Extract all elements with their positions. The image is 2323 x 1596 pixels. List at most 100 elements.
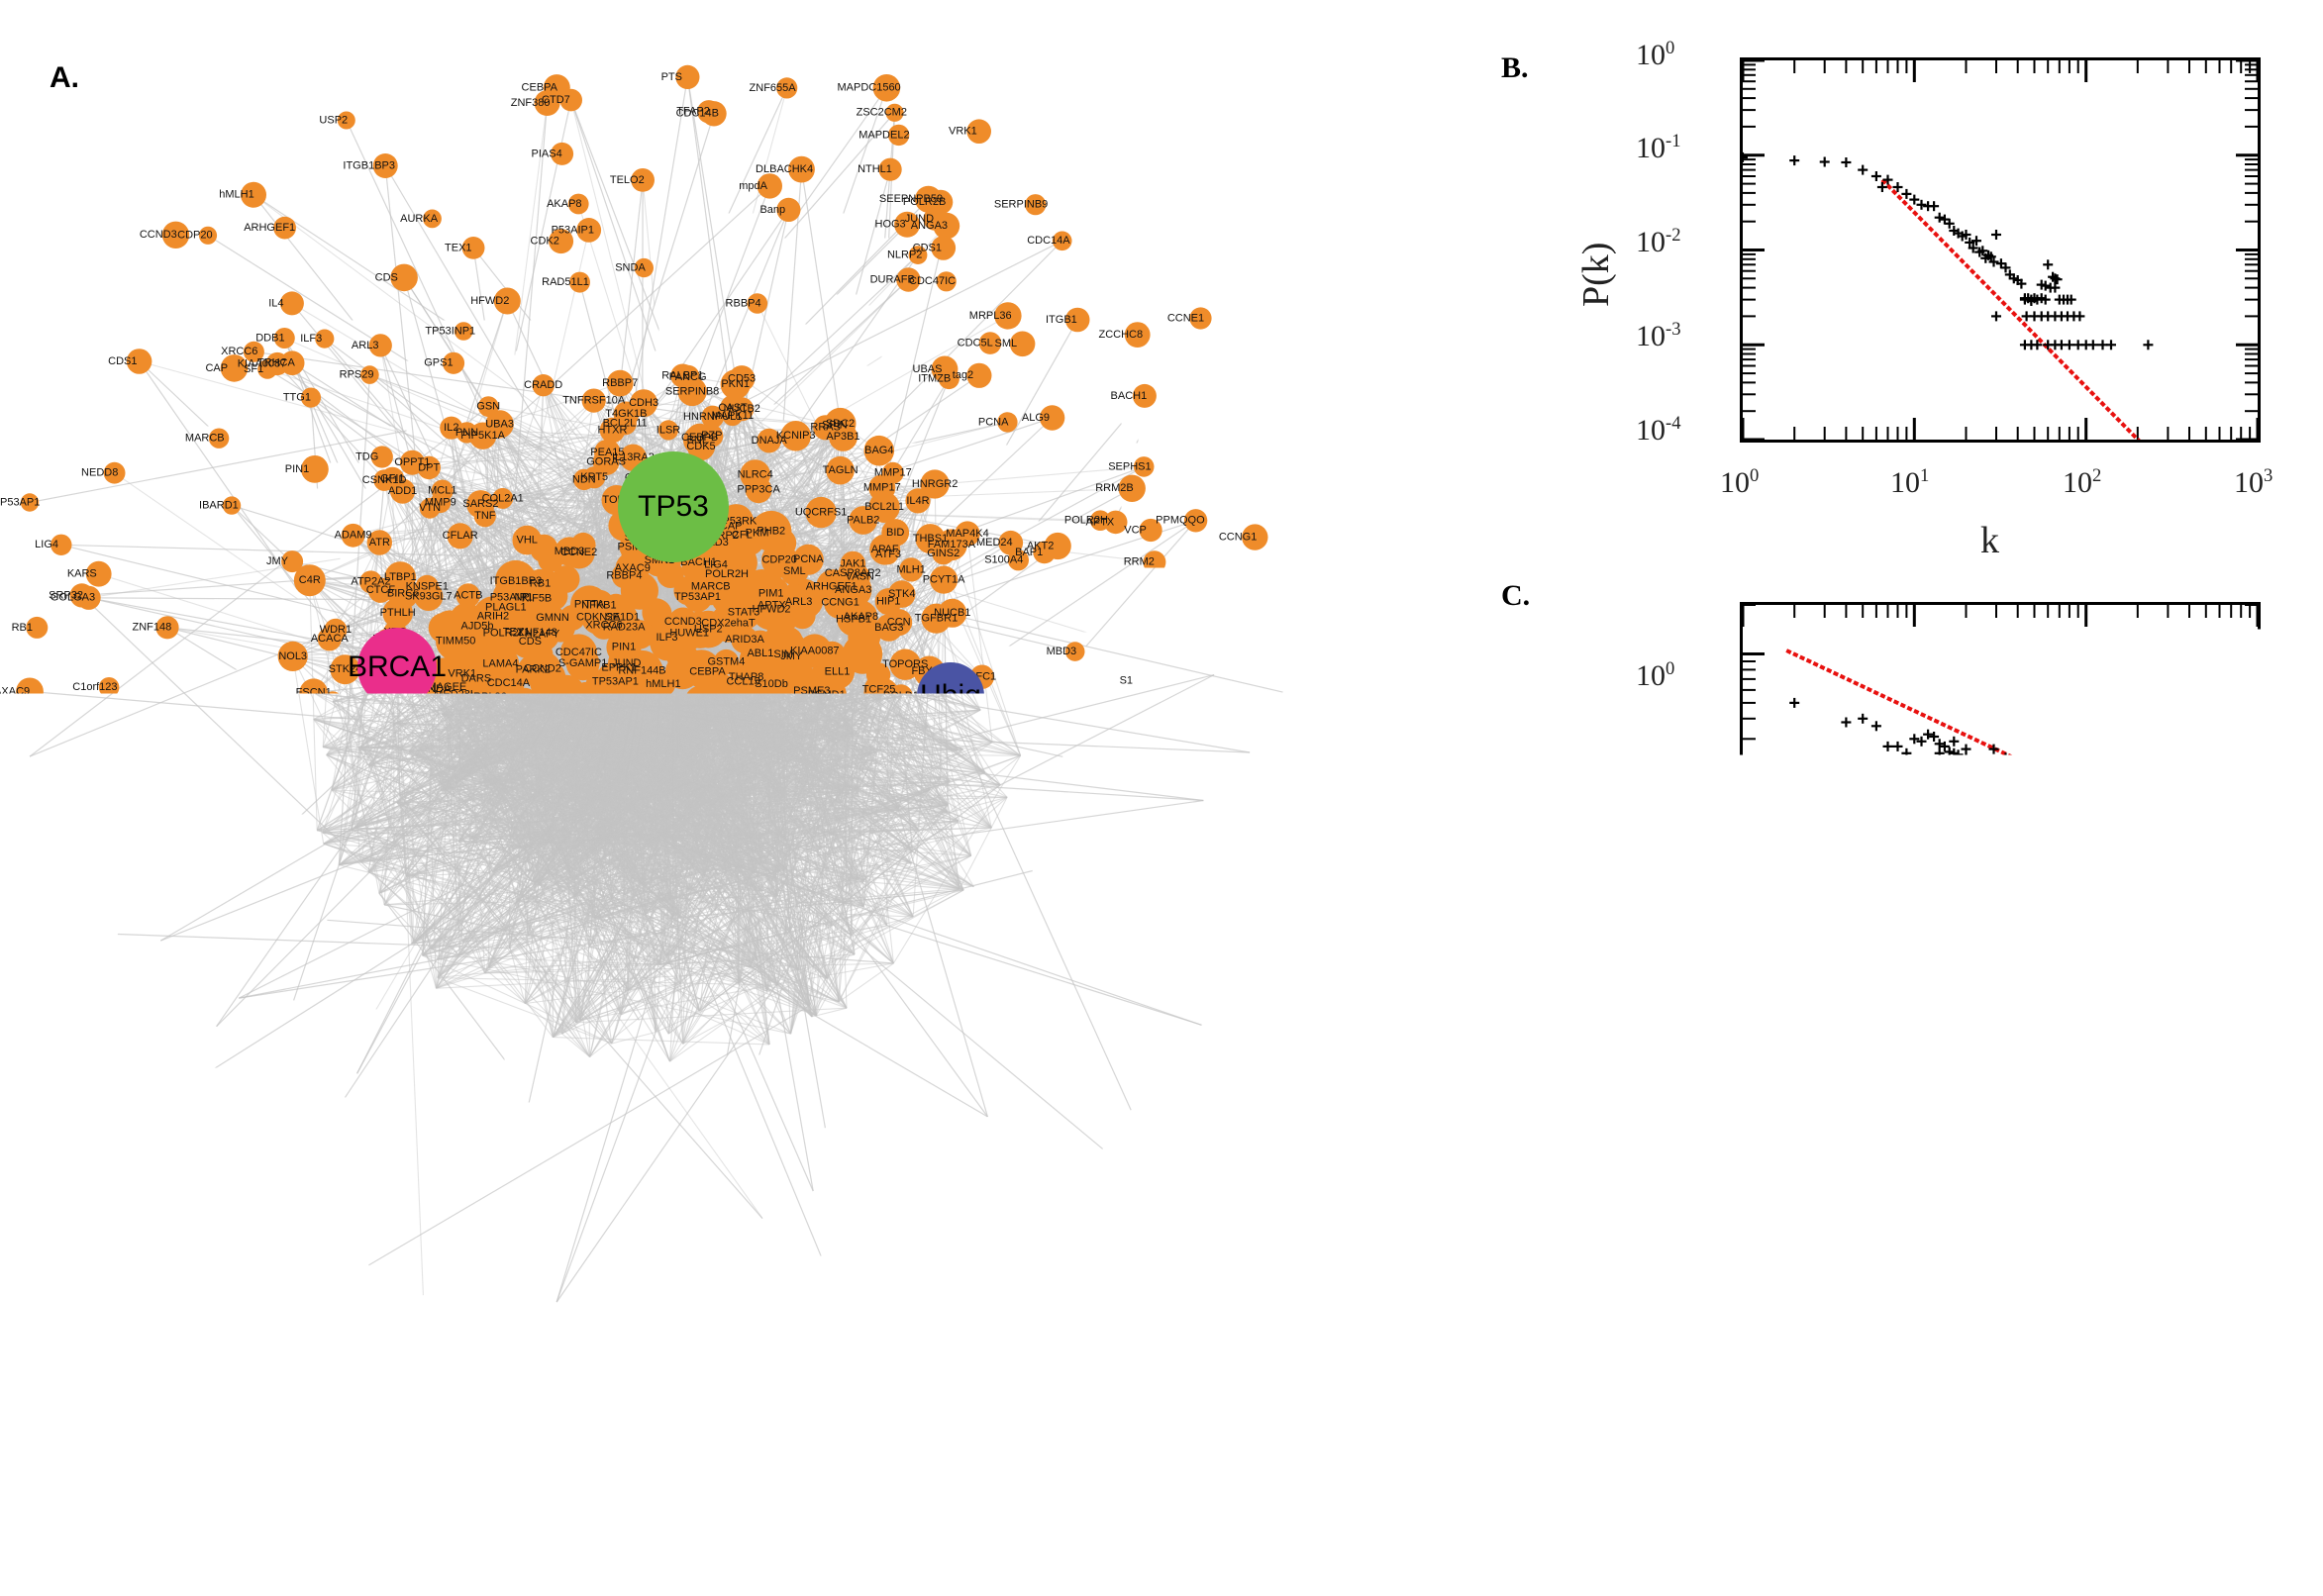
- network-node[interactable]: [596, 1084, 615, 1103]
- network-node[interactable]: [826, 456, 855, 485]
- network-node[interactable]: [658, 420, 678, 440]
- network-node[interactable]: [520, 777, 557, 815]
- network-node[interactable]: [740, 459, 770, 490]
- network-node[interactable]: [869, 1063, 887, 1081]
- network-node[interactable]: [762, 818, 797, 852]
- network-node[interactable]: [943, 1157, 963, 1178]
- network-node[interactable]: [340, 819, 362, 842]
- network-node[interactable]: [877, 1317, 901, 1341]
- network-node[interactable]: [780, 1264, 802, 1286]
- network-node[interactable]: [1186, 652, 1210, 676]
- network-node[interactable]: [1277, 715, 1300, 738]
- network-node[interactable]: [303, 709, 325, 731]
- network-node[interactable]: [769, 782, 800, 813]
- network-node[interactable]: [1242, 524, 1267, 549]
- network-node[interactable]: [1033, 542, 1056, 564]
- network-node[interactable]: [788, 156, 815, 183]
- network-node[interactable]: [1065, 308, 1090, 333]
- network-node[interactable]: [1140, 668, 1165, 694]
- network-node[interactable]: [673, 576, 702, 605]
- network-node[interactable]: [473, 961, 497, 985]
- network-node[interactable]: [261, 1141, 281, 1160]
- network-node[interactable]: [873, 912, 901, 940]
- network-node[interactable]: [776, 918, 803, 945]
- network-node[interactable]: [448, 523, 473, 549]
- network-node[interactable]: [347, 1063, 367, 1084]
- network-node[interactable]: [19, 746, 41, 767]
- network-node[interactable]: [383, 824, 406, 847]
- network-node[interactable]: [385, 561, 417, 593]
- network-node[interactable]: [714, 698, 752, 736]
- network-node[interactable]: [576, 218, 601, 243]
- network-node[interactable]: [758, 173, 782, 198]
- network-node[interactable]: [853, 868, 877, 893]
- network-node[interactable]: [280, 350, 305, 375]
- network-node[interactable]: [277, 1113, 304, 1140]
- network-node[interactable]: [155, 616, 178, 639]
- network-node[interactable]: [1215, 802, 1239, 826]
- network-node[interactable]: [583, 466, 605, 488]
- network-node[interactable]: [907, 819, 929, 841]
- network-node[interactable]: [104, 462, 126, 484]
- network-node[interactable]: [333, 1085, 357, 1110]
- network-node[interactable]: [833, 770, 861, 799]
- network-node[interactable]: [1137, 937, 1158, 957]
- network-node[interactable]: [21, 493, 39, 511]
- network-node[interactable]: [826, 989, 853, 1016]
- network-node[interactable]: [937, 801, 959, 823]
- network-node[interactable]: [801, 1006, 822, 1027]
- network-node[interactable]: [1026, 1241, 1045, 1259]
- network-node[interactable]: [974, 762, 995, 783]
- network-node[interactable]: [850, 566, 871, 588]
- network-node[interactable]: [250, 718, 268, 737]
- network-node[interactable]: [697, 100, 720, 123]
- network-node[interactable]: [240, 886, 259, 906]
- network-node[interactable]: [692, 1312, 719, 1339]
- network-node[interactable]: [369, 334, 392, 356]
- network-node[interactable]: [535, 815, 564, 845]
- network-node[interactable]: [463, 1232, 489, 1257]
- network-node[interactable]: [618, 980, 639, 1001]
- network-node[interactable]: [50, 535, 71, 555]
- network-node[interactable]: [812, 814, 854, 855]
- network-node[interactable]: [205, 1015, 229, 1039]
- network-node[interactable]: [635, 258, 654, 277]
- network-node[interactable]: [776, 77, 797, 98]
- network-node[interactable]: [281, 550, 303, 572]
- network-node[interactable]: [533, 374, 555, 396]
- network-node[interactable]: [546, 1291, 568, 1314]
- network-node[interactable]: [162, 222, 189, 249]
- network-node[interactable]: [417, 456, 441, 480]
- network-node[interactable]: [931, 236, 956, 260]
- network-node[interactable]: [1091, 1138, 1114, 1160]
- network-node[interactable]: [440, 1226, 459, 1246]
- network-node[interactable]: [16, 678, 44, 706]
- network-node[interactable]: [645, 1301, 667, 1324]
- network-node[interactable]: [799, 1305, 823, 1329]
- network-node[interactable]: [921, 604, 951, 634]
- network-node[interactable]: [796, 1163, 823, 1190]
- network-node[interactable]: [921, 469, 950, 498]
- network-node[interactable]: [899, 557, 923, 581]
- network-node[interactable]: [744, 871, 783, 911]
- network-node[interactable]: [885, 609, 912, 636]
- network-node[interactable]: [1140, 519, 1162, 542]
- network-node[interactable]: [1190, 1014, 1213, 1037]
- network-node[interactable]: [889, 684, 913, 708]
- network-node[interactable]: [447, 671, 486, 711]
- network-node[interactable]: [825, 408, 857, 440]
- network-node[interactable]: [425, 965, 450, 990]
- network-node[interactable]: [70, 583, 94, 607]
- network-node[interactable]: [733, 786, 757, 810]
- network-node[interactable]: [624, 848, 649, 872]
- network-node[interactable]: [879, 949, 908, 978]
- network-node[interactable]: [354, 981, 376, 1004]
- network-node[interactable]: [89, 1085, 110, 1106]
- network-node[interactable]: [476, 703, 504, 731]
- network-node[interactable]: [257, 359, 277, 379]
- network-node[interactable]: [241, 182, 266, 208]
- network-node[interactable]: [573, 836, 610, 872]
- network-node[interactable]: [686, 1235, 704, 1252]
- network-node[interactable]: [174, 964, 192, 982]
- network-node[interactable]: [542, 1026, 565, 1049]
